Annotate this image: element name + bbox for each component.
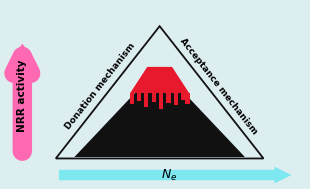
Polygon shape	[74, 67, 245, 157]
Text: $N_e$: $N_e$	[161, 167, 177, 183]
Polygon shape	[130, 93, 134, 104]
Polygon shape	[130, 67, 189, 93]
Text: Donation mechanism: Donation mechanism	[64, 41, 137, 131]
Text: Acceptance mechanism: Acceptance mechanism	[179, 36, 259, 136]
Polygon shape	[181, 93, 186, 100]
Polygon shape	[144, 93, 148, 107]
Polygon shape	[137, 93, 141, 101]
FancyArrow shape	[59, 167, 291, 184]
Polygon shape	[152, 93, 156, 102]
Text: NRR activity: NRR activity	[17, 60, 27, 132]
Polygon shape	[159, 93, 163, 109]
Polygon shape	[185, 93, 190, 104]
Polygon shape	[166, 93, 171, 103]
FancyArrow shape	[11, 44, 33, 151]
Polygon shape	[174, 93, 178, 105]
